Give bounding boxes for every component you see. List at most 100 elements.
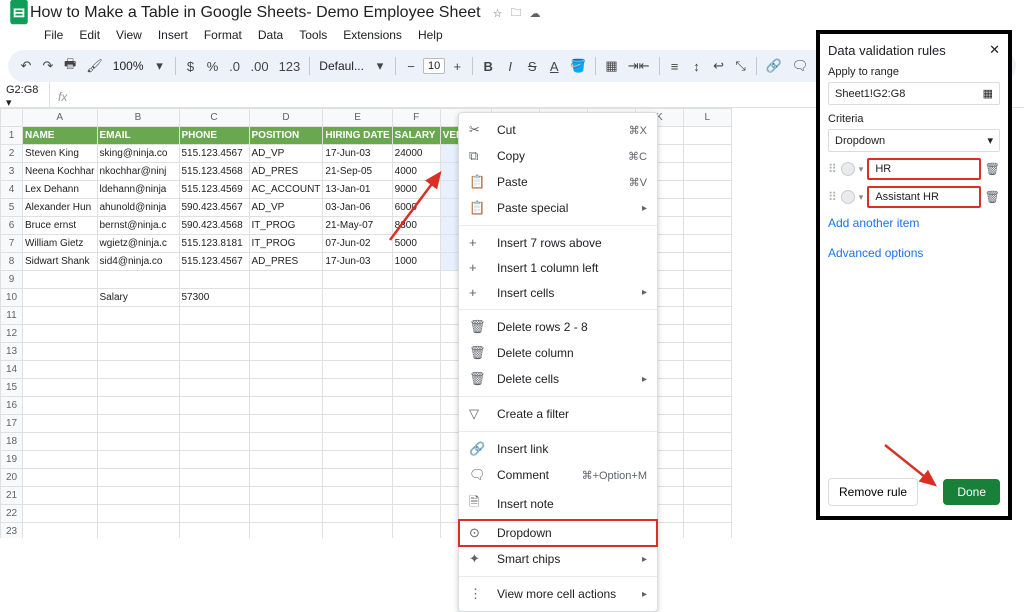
context-delete-rows-2-8[interactable]: 🗑Delete rows 2 - 8 [459, 314, 657, 340]
cell[interactable] [392, 307, 440, 325]
cell[interactable] [97, 487, 179, 505]
done-button[interactable]: Done [943, 479, 1000, 505]
cell[interactable]: bernst@ninja.c [97, 217, 179, 235]
cell[interactable]: NAME [23, 127, 98, 145]
cell[interactable]: 1000 [392, 253, 440, 271]
cell[interactable] [249, 433, 323, 451]
row-header[interactable]: 1 [1, 127, 23, 145]
context-dropdown[interactable]: ⊙Dropdown [459, 520, 657, 546]
cell[interactable]: 21-Sep-05 [323, 163, 392, 181]
comment-icon[interactable]: 🗨 [788, 55, 813, 77]
cell[interactable]: 8300 [392, 217, 440, 235]
text-color-icon[interactable]: A [544, 55, 564, 77]
cell[interactable] [323, 469, 392, 487]
cell[interactable] [97, 343, 179, 361]
remove-rule-button[interactable]: Remove rule [828, 478, 918, 506]
grid-icon[interactable]: ▦ [983, 87, 993, 100]
cell[interactable] [683, 271, 731, 289]
row-header[interactable]: 6 [1, 217, 23, 235]
cell[interactable] [97, 379, 179, 397]
redo-icon[interactable]: ↷ [38, 55, 58, 77]
cell[interactable]: William Gietz [23, 235, 98, 253]
criteria-select[interactable]: Dropdown▾ [828, 129, 1000, 152]
cell[interactable]: Alexander Hun [23, 199, 98, 217]
cell[interactable] [179, 451, 249, 469]
menu-extensions[interactable]: Extensions [335, 26, 410, 46]
increase-font-icon[interactable]: + [447, 55, 467, 77]
row-header[interactable]: 2 [1, 145, 23, 163]
cell[interactable] [179, 487, 249, 505]
cell[interactable] [683, 127, 731, 145]
cell[interactable]: sking@ninja.co [97, 145, 179, 163]
cell[interactable] [683, 325, 731, 343]
cell[interactable]: IT_PROG [249, 217, 323, 235]
cell[interactable]: 03-Jan-06 [323, 199, 392, 217]
cell[interactable] [97, 505, 179, 523]
cell[interactable] [683, 235, 731, 253]
more-formats-icon[interactable]: 123 [275, 55, 305, 77]
context-smart-chips[interactable]: ✦Smart chips▸ [459, 546, 657, 572]
col-header[interactable]: C [179, 109, 249, 127]
cell[interactable]: 515.123.4569 [179, 181, 249, 199]
row-header[interactable]: 21 [1, 487, 23, 505]
cell[interactable]: EMAIL [97, 127, 179, 145]
italic-icon[interactable]: I [500, 55, 520, 77]
cell[interactable] [97, 271, 179, 289]
cell[interactable]: 24000 [392, 145, 440, 163]
add-item-link[interactable]: Add another item [828, 216, 1000, 230]
cell[interactable] [249, 343, 323, 361]
cell[interactable]: 5000 [392, 235, 440, 253]
col-header[interactable]: E [323, 109, 392, 127]
menu-tools[interactable]: Tools [291, 26, 335, 46]
cell[interactable]: wgietz@ninja.c [97, 235, 179, 253]
cell[interactable]: AC_ACCOUNT [249, 181, 323, 199]
cell[interactable] [683, 361, 731, 379]
cell[interactable] [179, 415, 249, 433]
percent-icon[interactable]: % [203, 55, 223, 77]
cell[interactable] [392, 487, 440, 505]
cell[interactable] [97, 433, 179, 451]
print-icon[interactable]: 🖶 [60, 55, 80, 77]
cell[interactable] [323, 289, 392, 307]
cell[interactable] [249, 289, 323, 307]
cell[interactable] [323, 343, 392, 361]
cell[interactable] [23, 325, 98, 343]
star-icon[interactable]: ☆ [493, 7, 503, 20]
option-input[interactable]: Assistant HR [867, 186, 980, 208]
col-header[interactable]: B [97, 109, 179, 127]
row-header[interactable]: 13 [1, 343, 23, 361]
cell[interactable] [683, 217, 731, 235]
row-header[interactable]: 8 [1, 253, 23, 271]
cell[interactable] [179, 325, 249, 343]
cell[interactable] [683, 181, 731, 199]
cell[interactable] [23, 307, 98, 325]
halign-icon[interactable]: ≡ [665, 55, 685, 77]
cell[interactable] [392, 271, 440, 289]
document-title[interactable]: How to Make a Table in Google Sheets- De… [30, 4, 481, 22]
cell[interactable]: 9000 [392, 181, 440, 199]
cell[interactable] [683, 145, 731, 163]
valign-icon[interactable]: ↕ [687, 55, 707, 77]
range-input[interactable]: Sheet1!G2:G8▦ [828, 82, 1000, 105]
cell[interactable] [97, 361, 179, 379]
col-header[interactable]: L [683, 109, 731, 127]
cell[interactable]: 4000 [392, 163, 440, 181]
cell[interactable] [392, 397, 440, 415]
cell[interactable] [392, 379, 440, 397]
cell[interactable]: sid4@ninja.co [97, 253, 179, 271]
context-paste-special[interactable]: 📋Paste special▸ [459, 195, 657, 221]
paint-format-icon[interactable]: 🖌 [82, 55, 107, 77]
cell[interactable]: Lex Dehann [23, 181, 98, 199]
cell[interactable] [249, 361, 323, 379]
cell[interactable]: AD_PRES [249, 253, 323, 271]
menu-file[interactable]: File [36, 26, 71, 46]
cell[interactable] [323, 307, 392, 325]
cell[interactable] [392, 469, 440, 487]
close-icon[interactable]: ✕ [989, 42, 1000, 58]
context-delete-column[interactable]: 🗑Delete column [459, 340, 657, 366]
cell[interactable]: Bruce ernst [23, 217, 98, 235]
cell[interactable] [97, 325, 179, 343]
cell[interactable]: 515.123.4567 [179, 145, 249, 163]
cell[interactable] [179, 397, 249, 415]
row-header[interactable]: 9 [1, 271, 23, 289]
